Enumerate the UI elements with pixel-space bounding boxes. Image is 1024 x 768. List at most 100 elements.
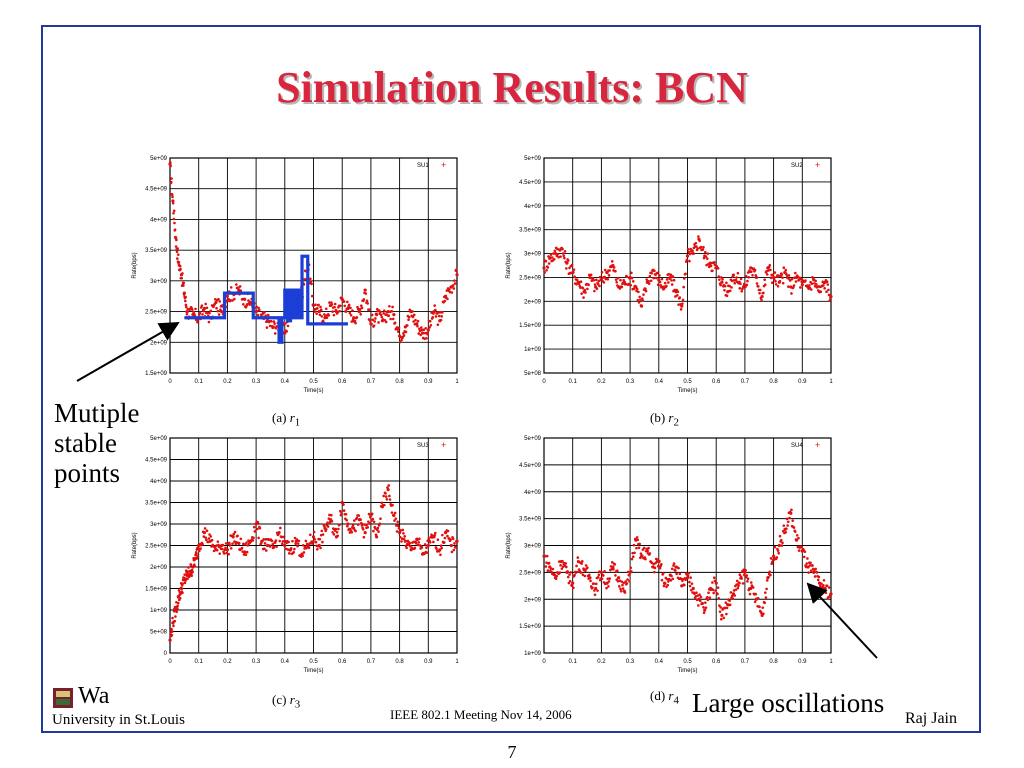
data-point	[215, 306, 218, 310]
data-point	[558, 571, 562, 574]
data-point	[216, 309, 220, 313]
data-point	[368, 308, 371, 311]
data-point	[776, 549, 780, 552]
data-point	[773, 271, 777, 274]
data-point	[705, 595, 709, 599]
data-point	[822, 284, 825, 287]
data-point	[790, 277, 794, 281]
data-point	[418, 329, 422, 333]
data-point	[254, 522, 258, 526]
data-point	[553, 251, 558, 256]
x-tick-label: 0.8	[769, 379, 778, 385]
data-point	[310, 282, 313, 286]
data-point	[352, 526, 356, 530]
data-point	[451, 284, 455, 287]
data-point	[295, 538, 299, 541]
data-point	[600, 577, 604, 580]
data-point	[772, 554, 776, 558]
data-point	[242, 303, 245, 306]
y-tick-label: 4e+09	[150, 479, 168, 485]
data-point	[365, 523, 369, 526]
data-point	[708, 596, 712, 599]
data-point	[443, 536, 447, 540]
data-point	[670, 567, 674, 571]
data-point	[554, 577, 558, 581]
chart-r3: 0 0.1 0.2 0.3 0.4 0.5 0.6 0.7 0.8 0.9 1 0 5e+08 1e+09…	[120, 433, 470, 678]
data-point	[825, 290, 828, 294]
data-point	[670, 279, 673, 282]
data-point	[587, 273, 591, 277]
data-point	[561, 252, 565, 255]
data-point	[740, 289, 744, 293]
data-point	[455, 268, 458, 271]
data-point	[356, 523, 360, 526]
data-point	[686, 248, 690, 251]
data-point	[685, 254, 690, 258]
footer-meeting: IEEE 802.1 Meeting Nov 14, 2006	[390, 707, 572, 722]
data-point	[754, 592, 758, 596]
chart-svg: 0 0.1 0.2 0.3 0.4 0.5 0.6 0.7 0.8 0.9 1 5e+08 1e+09 1…	[506, 156, 833, 394]
data-point	[659, 283, 663, 287]
x-tick-label: 1	[455, 379, 459, 385]
data-point	[301, 554, 304, 558]
data-point	[800, 283, 804, 287]
data-point	[445, 289, 449, 292]
data-point	[242, 553, 246, 556]
y-tick-label: 1.5e+09	[145, 371, 168, 377]
data-point	[777, 543, 781, 548]
data-point	[442, 541, 446, 544]
x-tick-label: 0	[542, 379, 546, 385]
data-point	[561, 247, 564, 251]
data-point	[619, 587, 622, 591]
caption-var: r	[289, 692, 295, 707]
data-point	[543, 271, 546, 274]
data-point	[392, 513, 396, 517]
x-tick-label: 0.6	[338, 659, 347, 665]
plot-frame	[169, 157, 458, 374]
data-point	[431, 315, 435, 319]
x-tick-label: 0.6	[712, 659, 721, 665]
data-point	[183, 573, 186, 576]
data-point	[573, 573, 576, 577]
data-point	[735, 583, 738, 586]
data-point	[373, 320, 377, 323]
data-point	[358, 308, 362, 311]
data-point	[296, 544, 299, 548]
data-point	[594, 586, 598, 591]
data-point	[411, 310, 414, 313]
data-point	[790, 508, 793, 512]
data-point	[395, 524, 398, 527]
data-point	[394, 517, 398, 520]
data-point	[617, 585, 621, 588]
data-point	[251, 539, 255, 542]
data-point	[305, 546, 308, 550]
data-point	[772, 277, 776, 281]
data-point	[283, 543, 287, 548]
x-axis-label: Time(s)	[303, 668, 323, 674]
data-point	[814, 567, 817, 571]
legend-label: SU4	[791, 443, 803, 449]
data-point	[318, 313, 322, 317]
data-point	[365, 299, 369, 303]
data-point	[614, 574, 617, 577]
data-point	[184, 303, 188, 307]
data-point	[645, 278, 648, 281]
data-point	[342, 509, 346, 512]
y-tick-label: 5e+08	[524, 371, 542, 377]
data-point	[625, 582, 629, 585]
series-points	[542, 235, 833, 311]
data-point	[246, 544, 250, 547]
data-point	[375, 535, 379, 539]
data-point	[310, 542, 314, 545]
data-point	[723, 606, 727, 610]
data-point	[591, 276, 595, 280]
data-point	[828, 299, 832, 302]
data-point	[304, 539, 308, 543]
data-point	[555, 574, 559, 578]
data-point	[642, 293, 645, 296]
data-point	[782, 524, 786, 527]
data-point	[349, 527, 352, 531]
data-point	[630, 557, 634, 561]
data-point	[764, 283, 767, 286]
data-point	[621, 587, 625, 590]
